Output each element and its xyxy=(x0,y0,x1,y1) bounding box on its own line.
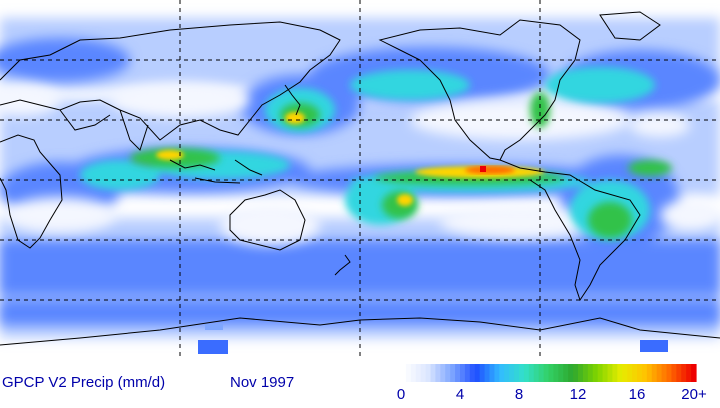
colorbar-swatch xyxy=(656,364,663,382)
colorbar-swatch xyxy=(612,364,618,382)
colorbar-swatch xyxy=(676,364,682,382)
colorbar-swatch xyxy=(440,364,446,382)
colorbar-swatch xyxy=(632,364,638,382)
colorbar-tick-label: 12 xyxy=(569,386,587,403)
colorbar-swatch xyxy=(430,364,437,382)
colorbar-swatch xyxy=(494,364,500,382)
antarctic-blocks xyxy=(198,324,668,354)
colorbar-swatch xyxy=(489,364,496,382)
colorbar-swatch xyxy=(455,364,461,382)
colorbar-swatch xyxy=(435,364,441,382)
colorbar-tick-label: 20+ xyxy=(681,386,707,403)
colorbar-swatch xyxy=(450,364,456,382)
colorbar-swatch xyxy=(514,364,520,382)
colorbar-swatch xyxy=(597,364,604,382)
colorbar-swatch xyxy=(553,364,559,382)
colorbar-swatch xyxy=(445,364,451,382)
colorbar-swatch xyxy=(582,364,589,382)
graticule xyxy=(0,0,720,360)
colorbar-swatch xyxy=(587,364,594,382)
colorbar-swatch xyxy=(671,364,677,382)
colorbar-swatch xyxy=(622,364,628,382)
colorbar-swatch xyxy=(479,364,486,382)
colorbar-swatch xyxy=(474,364,481,382)
figure-date: Nov 1997 xyxy=(230,374,295,391)
colorbar-swatch xyxy=(641,364,648,382)
colorbar-swatch xyxy=(528,364,535,382)
colorbar-swatch xyxy=(464,364,471,382)
colorbar-swatch xyxy=(543,364,550,382)
colorbar-swatch xyxy=(420,364,427,382)
colorbar-swatch xyxy=(592,364,599,382)
colorbar-swatch xyxy=(578,364,584,382)
colorbar-swatch xyxy=(469,364,476,382)
precipitation-map xyxy=(0,0,720,360)
colorbar-swatch xyxy=(651,364,658,382)
colorbar-swatch xyxy=(637,364,643,382)
colorbar-swatch xyxy=(607,364,614,382)
colorbar-swatch xyxy=(691,364,697,382)
figure-title: GPCP V2 Precip (mm/d) xyxy=(2,374,166,391)
colorbar-swatch xyxy=(548,364,555,382)
colorbar-swatch xyxy=(499,364,505,382)
colorbar-swatch xyxy=(509,364,515,382)
colorbar-swatch xyxy=(504,364,510,382)
colorbar-swatch xyxy=(415,364,422,382)
colorbar-swatch xyxy=(646,364,653,382)
colorbar-swatch xyxy=(538,364,545,382)
colorbar-swatch xyxy=(666,364,673,382)
colorbar-swatch xyxy=(484,364,491,382)
colorbar-swatch xyxy=(401,364,407,382)
colorbar-swatch xyxy=(410,364,417,382)
colorbar-swatch xyxy=(460,364,466,382)
colorbar-swatch xyxy=(573,364,579,382)
colorbar-swatch xyxy=(681,364,687,382)
colorbar-swatch xyxy=(519,364,525,382)
colorbar-swatch xyxy=(533,364,540,382)
colorbar-swatch xyxy=(602,364,609,382)
colorbar-swatch xyxy=(617,364,623,382)
colorbar-tick-label: 4 xyxy=(455,386,465,403)
colorbar-swatch xyxy=(568,364,574,382)
colorbar-swatch xyxy=(405,364,412,382)
colorbar-swatch xyxy=(425,364,432,382)
colorbar-swatch xyxy=(563,364,569,382)
precip-layer-orange xyxy=(465,166,515,174)
colorbar-swatch xyxy=(686,364,692,382)
colorbar-swatch xyxy=(523,364,530,382)
precip-max-cell xyxy=(480,166,486,172)
colorbar-tick-label: 16 xyxy=(628,386,646,403)
colorbar-tick-label: 8 xyxy=(514,386,524,403)
colorbar-swatch xyxy=(661,364,668,382)
colorbar-swatch xyxy=(558,364,564,382)
colorbar-tick-label: 0 xyxy=(396,386,406,403)
colorbar-swatch xyxy=(627,364,633,382)
